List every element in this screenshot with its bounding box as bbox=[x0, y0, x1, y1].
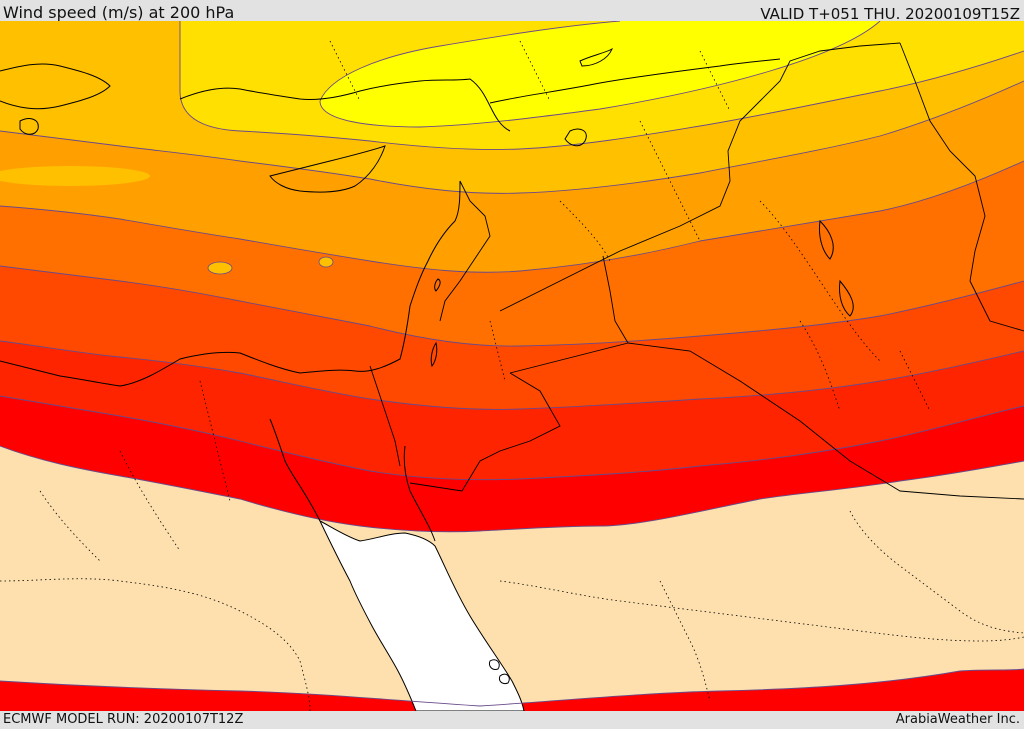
small-isotach-mid2 bbox=[318, 256, 334, 268]
coastlines bbox=[0, 47, 854, 684]
political-borders bbox=[369, 42, 1024, 500]
credit-label: ArabiaWeather Inc. bbox=[895, 712, 1020, 727]
small-isotach-mid bbox=[207, 261, 233, 275]
footer-bar: ECMWF MODEL RUN: 20200107T12Z ArabiaWeat… bbox=[0, 711, 1024, 729]
header-bar: Wind speed (m/s) at 200 hPa VALID T+051 … bbox=[0, 0, 1024, 23]
internal-boundaries bbox=[0, 40, 1024, 711]
wind-band-yellow bbox=[320, 21, 880, 127]
map-title: Wind speed (m/s) at 200 hPa bbox=[3, 3, 235, 22]
wind-band-south bbox=[0, 669, 1024, 711]
isotach-lines bbox=[0, 21, 1024, 707]
model-run-label: ECMWF MODEL RUN: 20200107T12Z bbox=[3, 712, 244, 727]
wind-speed-map bbox=[0, 21, 1024, 711]
red-sea bbox=[318, 519, 525, 711]
valid-time-label: VALID T+051 THU. 20200109T15Z bbox=[760, 5, 1020, 23]
small-isotach-west bbox=[0, 166, 150, 186]
